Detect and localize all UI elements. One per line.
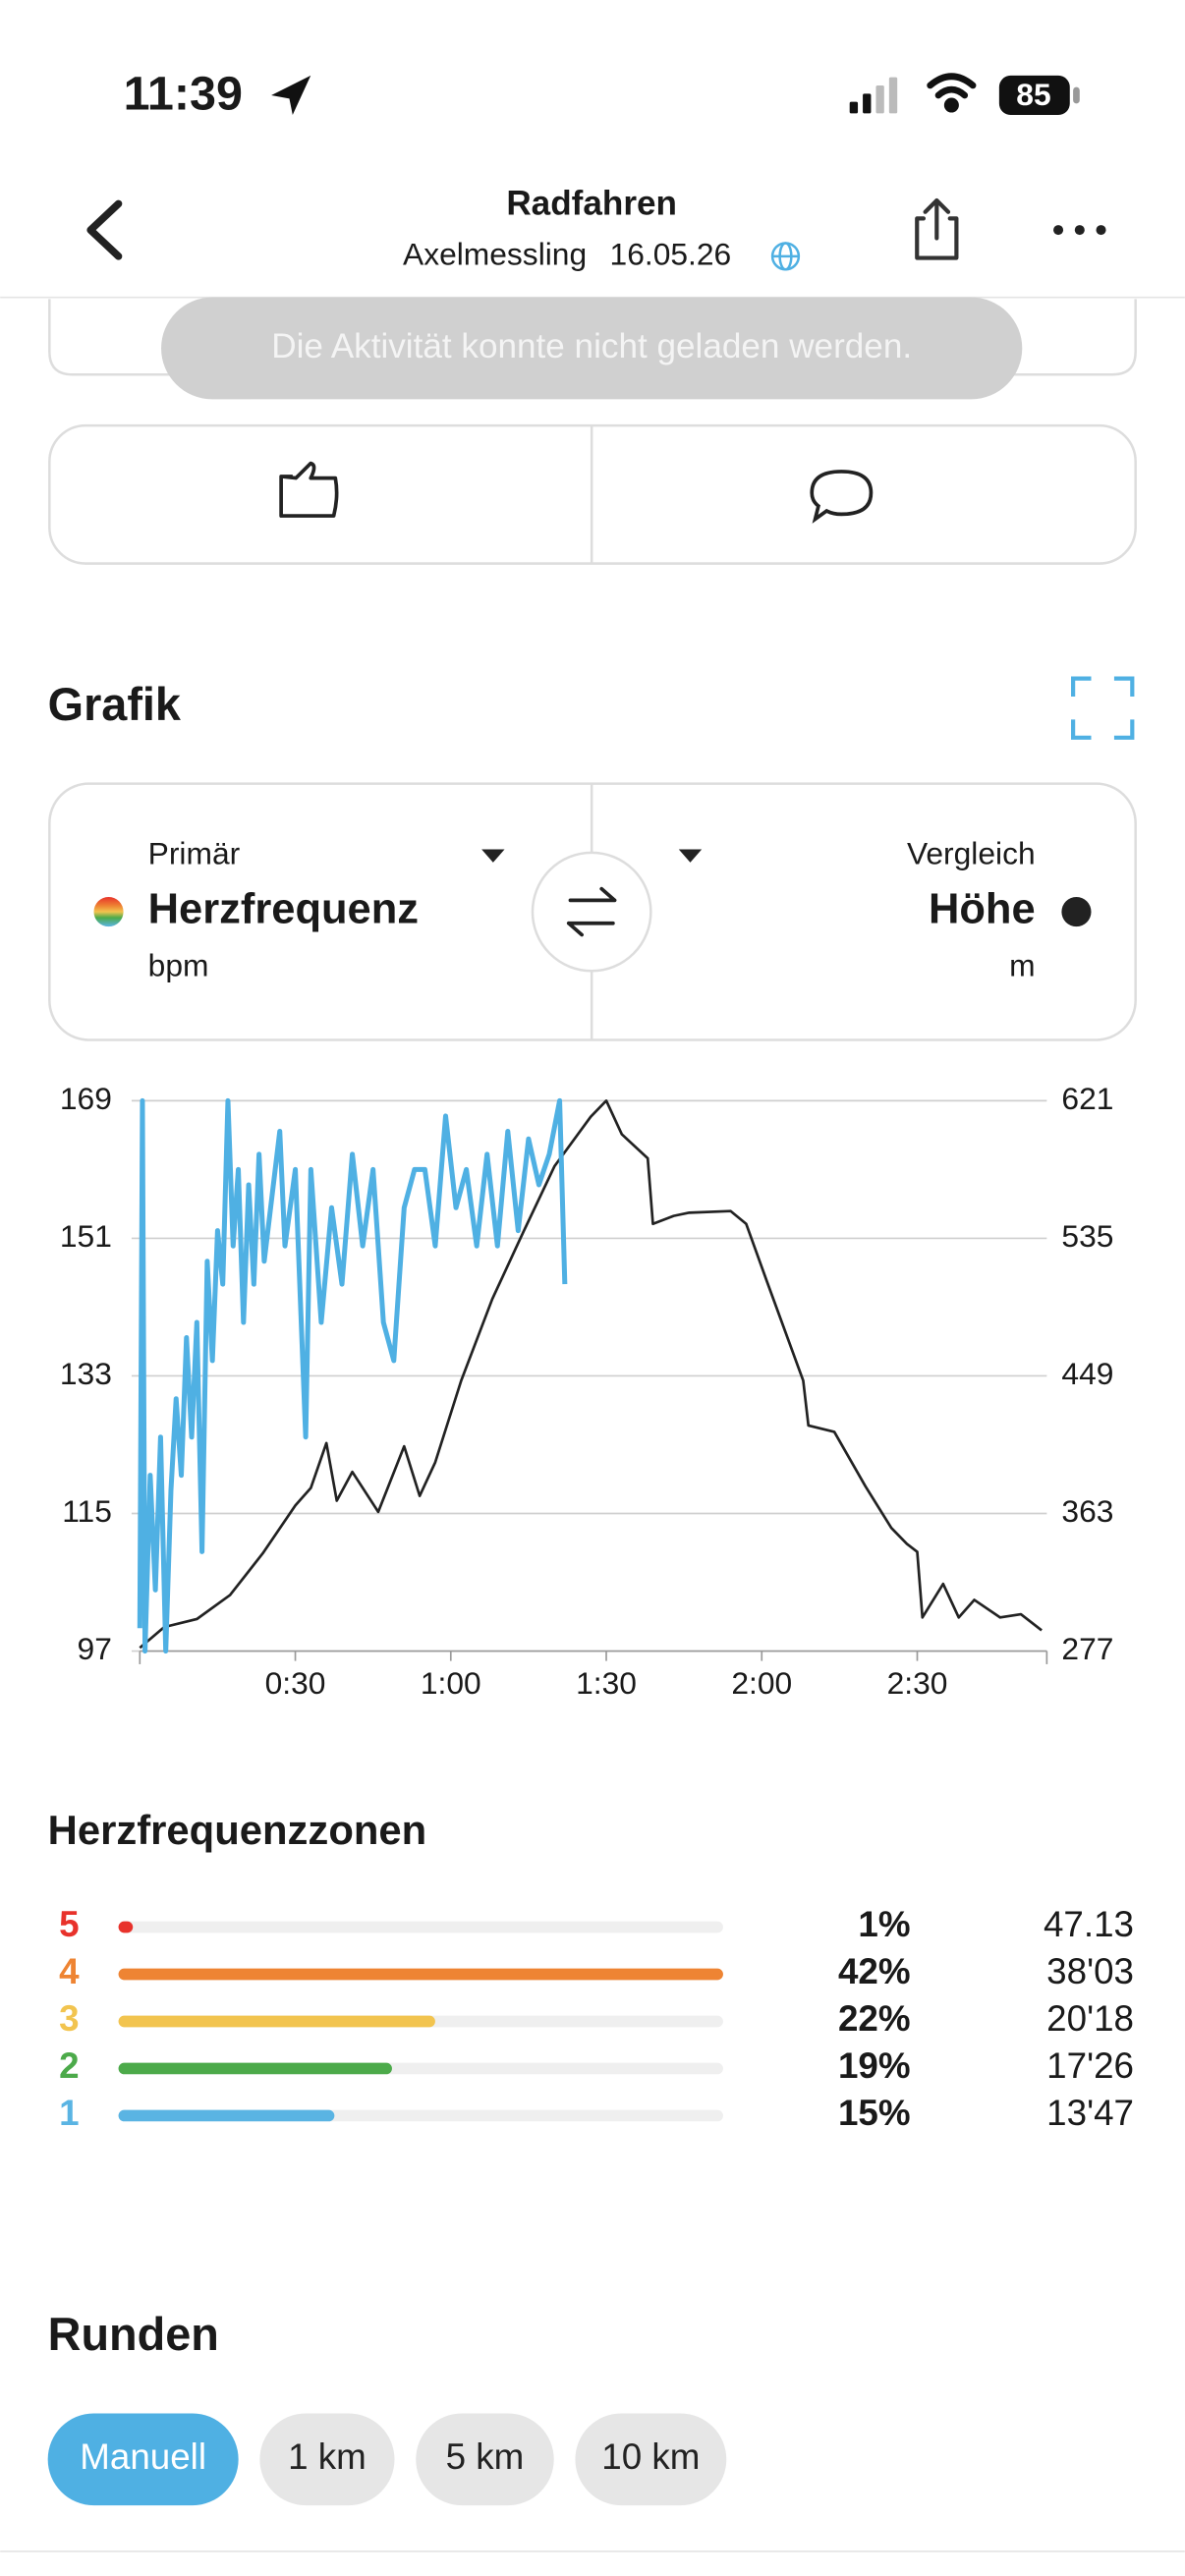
zone-bar <box>118 1968 723 1981</box>
x-tick-label: 0:30 <box>265 1665 326 1701</box>
battery-level: 85 <box>1016 77 1050 112</box>
swap-button[interactable] <box>531 851 652 973</box>
swap-icon <box>566 886 617 937</box>
zone-bar <box>118 2109 335 2122</box>
zone-bar <box>118 1921 134 1933</box>
zone-number: 1 <box>59 2093 79 2133</box>
primary-caption: Primär <box>148 836 241 871</box>
hr-zones: Herzfrequenzzonen 5 1% 47.13 4 42% 38'03 3 22% 20… <box>48 1807 1134 2133</box>
y-tick-label: 97 <box>78 1631 112 1666</box>
laps: Runden Manuell 1 km 5 km 10 km <box>47 2309 727 2506</box>
y2-tick-label: 449 <box>1061 1356 1113 1391</box>
lap-tab[interactable] <box>47 2413 239 2506</box>
header-user: Axelmessling <box>403 236 587 271</box>
zone-number: 2 <box>59 2045 79 2086</box>
zone-percent: 19% <box>838 2045 911 2086</box>
comment-button[interactable] <box>810 470 874 524</box>
y2-tick-label: 277 <box>1061 1631 1113 1666</box>
signal-icon <box>849 77 898 114</box>
lap-tab-label: 10 km <box>601 2436 700 2477</box>
data-line <box>137 1097 568 1654</box>
zone-time: 20'18 <box>1046 1998 1134 2039</box>
laps-title: Runden <box>48 2309 219 2360</box>
y-tick-label: 169 <box>60 1081 112 1116</box>
zone-bar <box>118 2015 435 2028</box>
zone-bar <box>118 2062 392 2075</box>
like-button[interactable] <box>279 461 339 518</box>
zone-number: 4 <box>59 1951 80 1991</box>
share-button[interactable] <box>915 197 959 260</box>
primary-color-dot <box>93 897 124 927</box>
zone-percent: 15% <box>838 2093 911 2133</box>
zone-track <box>118 1921 723 1933</box>
y2-tick-label: 535 <box>1061 1218 1113 1254</box>
zone-percent: 42% <box>838 1951 911 1991</box>
lap-tab-label: Manuell <box>80 2436 206 2477</box>
y-tick-label: 115 <box>62 1493 112 1529</box>
lap-tab-label: 5 km <box>446 2436 525 2477</box>
compare-metric[interactable]: Höhe <box>929 886 1036 933</box>
status-time: 11:39 <box>124 67 243 120</box>
lap-tab[interactable] <box>259 2413 395 2506</box>
wifi-icon <box>927 73 977 113</box>
more-button[interactable] <box>1053 225 1106 236</box>
data-line <box>139 1099 1043 1650</box>
x-tick-label: 2:00 <box>731 1665 792 1701</box>
globe-icon <box>770 242 801 271</box>
zone-time: 17'26 <box>1046 2045 1134 2086</box>
chart: 97 115 133 151 169 277 363 449 535 621 0:30 1:00 1:3… <box>60 1081 1114 1701</box>
zone-time: 38'03 <box>1046 1951 1134 1991</box>
battery-tip <box>1073 86 1080 104</box>
x-tick-label: 1:00 <box>421 1665 481 1701</box>
primary-unit: bpm <box>148 947 209 982</box>
primary-metric[interactable]: Herzfrequenz <box>148 886 419 933</box>
zone-number: 5 <box>59 1904 79 1944</box>
fullscreen-button[interactable] <box>1071 676 1135 740</box>
compare-color-dot <box>1061 897 1092 927</box>
back-button[interactable] <box>86 199 123 260</box>
compare-dropdown[interactable] <box>678 849 703 863</box>
primary-dropdown[interactable] <box>481 849 505 863</box>
section-title: Grafik <box>48 679 182 730</box>
zone-percent: 1% <box>858 1904 910 1944</box>
toast-text: Die Aktivität konnte nicht geladen werde… <box>271 327 912 365</box>
y2-tick-label: 621 <box>1061 1081 1113 1116</box>
zone-time: 47.13 <box>1044 1904 1134 1944</box>
lap-tab-label: 1 km <box>288 2436 367 2477</box>
y-tick-label: 151 <box>60 1218 112 1254</box>
x-tick-label: 2:30 <box>887 1665 948 1701</box>
battery-icon <box>998 75 1070 116</box>
x-tick-label: 1:30 <box>576 1665 637 1701</box>
compare-caption: Vergleich <box>907 836 1036 871</box>
zones-title: Herzfrequenzzonen <box>48 1807 427 1853</box>
lap-tab[interactable] <box>416 2413 554 2506</box>
toast <box>161 297 1023 400</box>
zone-number: 3 <box>59 1998 79 2039</box>
location-icon <box>271 75 311 116</box>
header-date: 16.05.26 <box>610 236 732 271</box>
y-tick-label: 133 <box>60 1356 112 1391</box>
compare-unit: m <box>1009 947 1035 982</box>
y2-tick-label: 363 <box>1061 1493 1113 1529</box>
header-title: Radfahren <box>506 184 677 222</box>
lap-tab[interactable] <box>575 2413 727 2506</box>
zone-percent: 22% <box>838 1998 911 2039</box>
zone-time: 13'47 <box>1046 2093 1134 2133</box>
